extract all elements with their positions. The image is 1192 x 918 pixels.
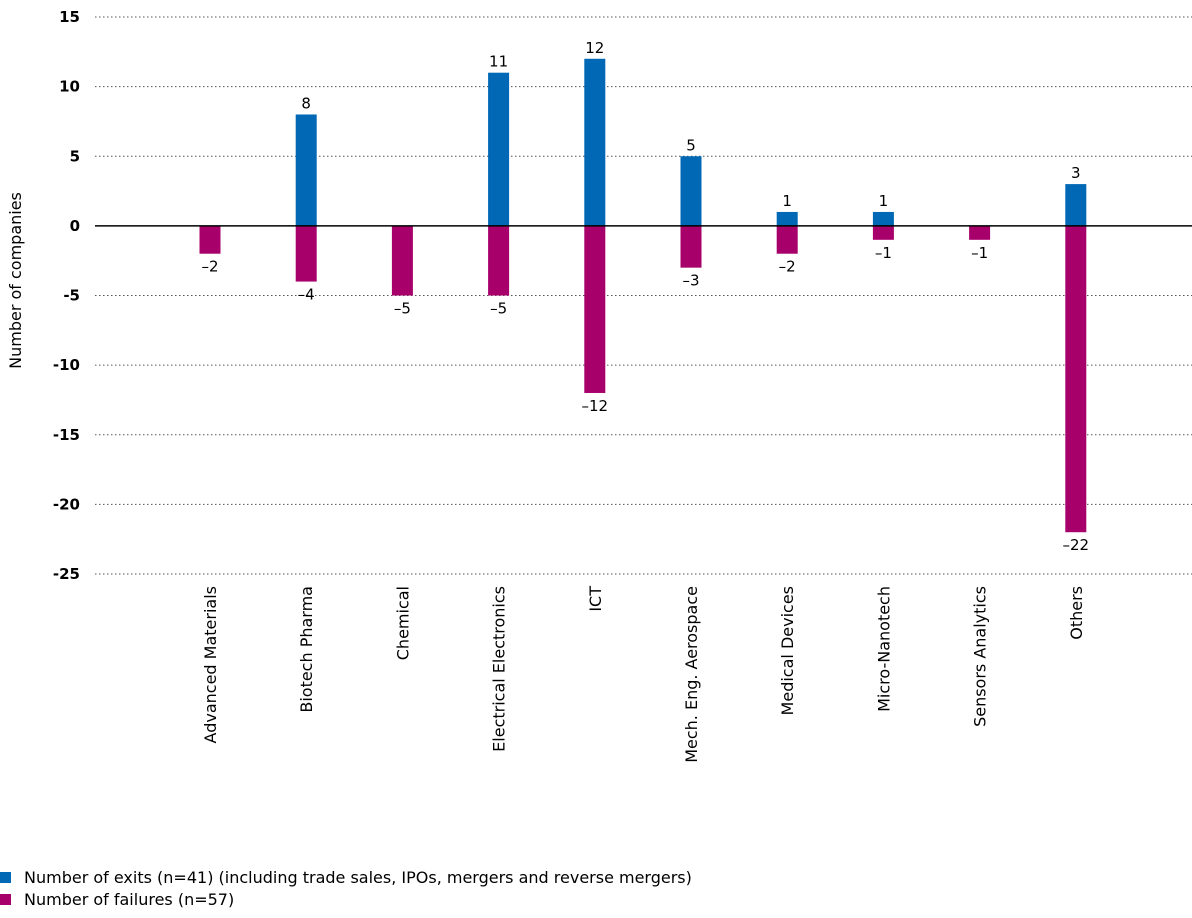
data-label-exits: 3: [1071, 164, 1081, 182]
category-label: Medical Devices: [778, 586, 797, 715]
category-label: Biotech Pharma: [297, 586, 316, 713]
data-label-failures: –22: [1063, 536, 1090, 554]
y-tick-label: -15: [53, 426, 80, 444]
bar-exits: [295, 114, 317, 226]
category-label: Chemical: [393, 586, 412, 660]
bar-failures: [584, 225, 606, 393]
category-label: Sensors Analytics: [971, 586, 990, 727]
y-tick-label: -10: [53, 356, 80, 374]
bar-failures: [295, 225, 317, 282]
data-label-failures: –5: [490, 300, 507, 318]
y-tick-label: 15: [59, 8, 80, 26]
data-label-failures: –1: [875, 244, 892, 262]
bar-exits: [680, 156, 702, 226]
bars: [199, 58, 1087, 533]
bar-exits: [584, 58, 606, 226]
y-tick-label: -5: [63, 287, 80, 305]
legend: Number of exits (n=41) (including trade …: [0, 866, 692, 910]
y-axis-label: Number of companies: [6, 192, 25, 369]
legend-label-failures: Number of failures (n=57): [24, 889, 235, 909]
category-labels: Advanced Materials Biotech Pharma Chemical…: [201, 586, 1086, 763]
bar-exits: [872, 211, 894, 226]
bar-failures: [872, 225, 894, 240]
bar-failures: [199, 225, 221, 254]
bar-failures: [1065, 225, 1087, 533]
y-tick-label: 5: [70, 147, 80, 165]
data-label-failures: –4: [298, 286, 315, 304]
y-tick-label: -25: [53, 565, 80, 583]
category-label: Advanced Materials: [201, 586, 220, 743]
y-tick-label: 0: [70, 217, 80, 235]
bar-exits: [776, 211, 798, 226]
data-label-failures: –12: [582, 397, 609, 415]
bar-failures: [969, 225, 991, 240]
category-label: Electrical Electronics: [490, 586, 509, 752]
data-label-exits: 5: [686, 136, 696, 154]
category-label: Micro-Nanotech: [874, 586, 893, 712]
y-tick-label: -20: [53, 495, 80, 513]
legend-item-failures: Number of failures (n=57): [0, 888, 692, 910]
data-label-exits: 8: [301, 94, 311, 112]
data-label-failures: –2: [201, 258, 218, 276]
data-label-failures: –2: [779, 258, 796, 276]
legend-item-exits: Number of exits (n=41) (including trade …: [0, 866, 692, 888]
bar-failures: [680, 225, 702, 268]
category-label: Mech. Eng. Aerospace: [682, 586, 701, 763]
bar-exits: [488, 72, 510, 226]
y-axis-tick-labels: 15 10 5 0 -5 -10 -15 -20 -25: [53, 8, 80, 583]
data-labels: –2 8 –4 –5 11 –5 12 –12 5 –3 1 –2 1 –1 –1 3 –22: [201, 39, 1089, 554]
data-label-exits: 12: [585, 39, 604, 57]
y-tick-label: 10: [59, 78, 80, 96]
data-label-failures: –1: [971, 244, 988, 262]
gridlines: [95, 16, 1192, 575]
data-label-exits: 11: [489, 53, 508, 71]
bar-failures: [776, 225, 798, 254]
legend-swatch-exits: [0, 871, 11, 883]
data-label-failures: –3: [682, 272, 699, 290]
legend-swatch-failures: [0, 893, 11, 905]
bar-failures: [488, 225, 510, 296]
category-label: ICT: [586, 586, 605, 612]
legend-label-exits: Number of exits (n=41) (including trade …: [24, 867, 692, 887]
data-label-exits: 1: [879, 192, 889, 210]
category-label: Others: [1067, 586, 1086, 640]
bar-exits: [1065, 184, 1087, 226]
data-label-failures: –5: [394, 300, 411, 318]
data-label-exits: 1: [782, 192, 792, 210]
bar-failures: [391, 225, 413, 296]
